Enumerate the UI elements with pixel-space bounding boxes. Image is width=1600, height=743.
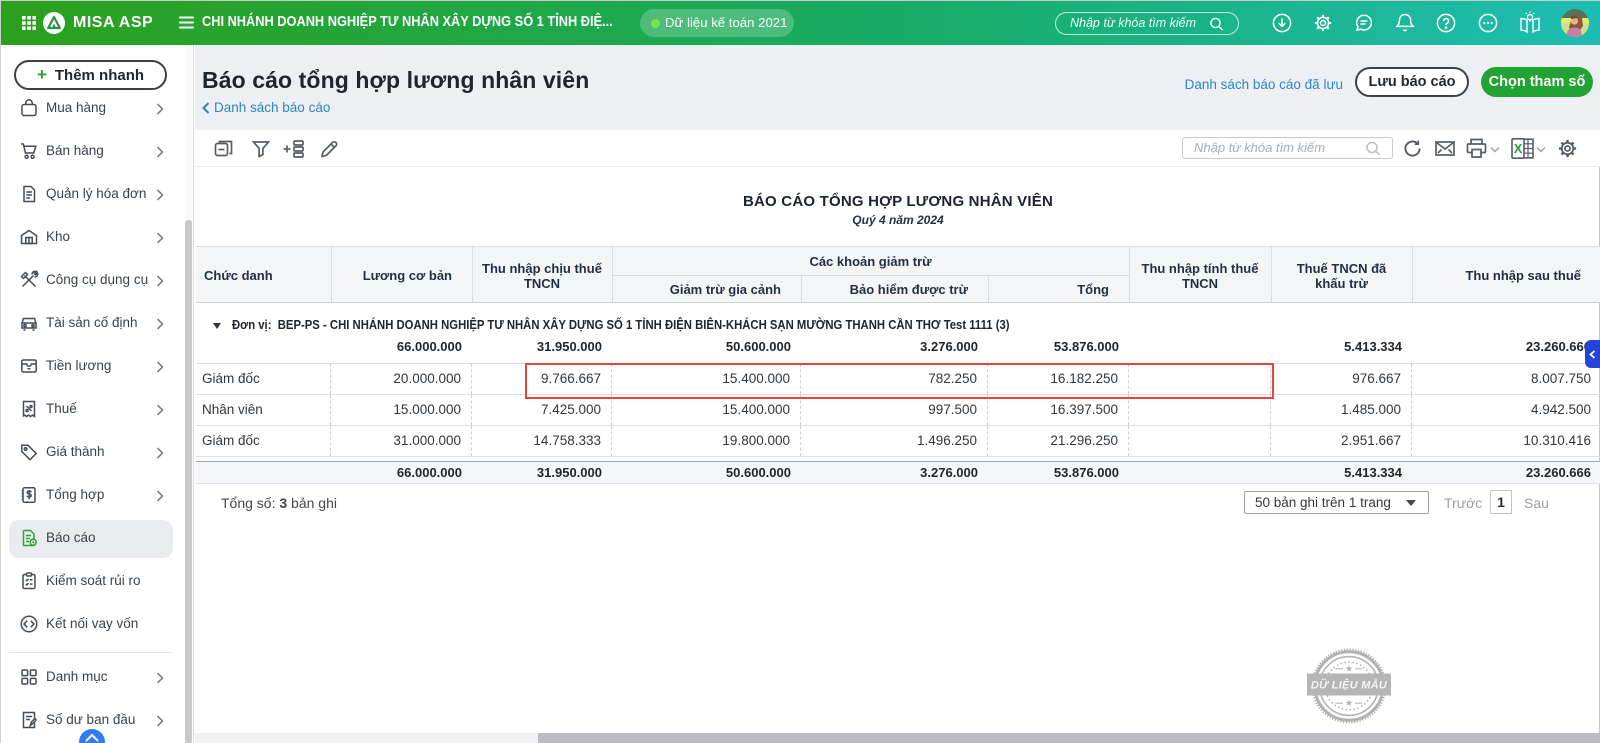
svg-text:X: X: [1514, 142, 1523, 156]
svg-text:DỮ LIỆU MẪU: DỮ LIỆU MẪU: [1311, 678, 1388, 691]
